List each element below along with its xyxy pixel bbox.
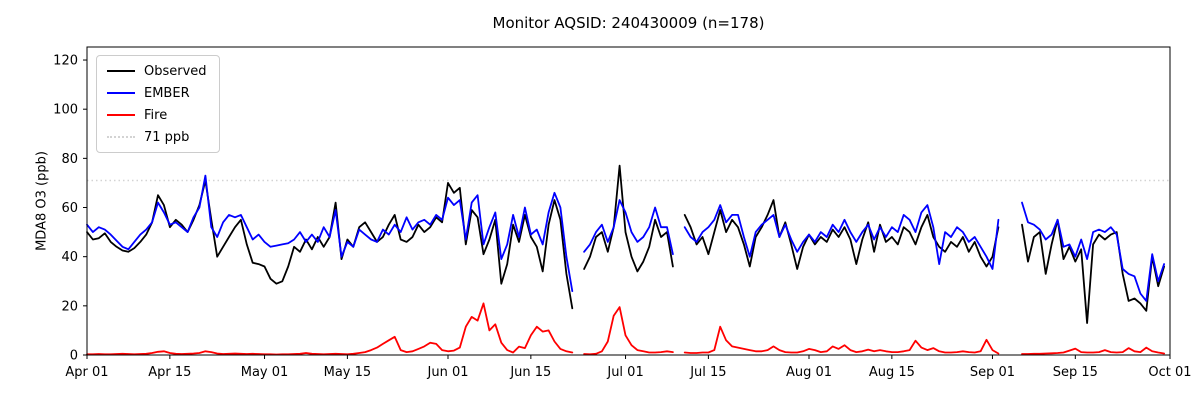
x-tick-label: Jun 15 <box>509 365 551 380</box>
x-tick-label: Jun 01 <box>427 365 469 380</box>
y-tick-label: 40 <box>61 250 78 265</box>
legend-line-sample <box>107 70 135 72</box>
y-tick-label: 0 <box>70 349 78 364</box>
x-tick-label: Aug 01 <box>786 365 832 380</box>
legend: Observed EMBER Fire 71 ppb <box>96 55 220 153</box>
legend-item-71-ppb: 71 ppb <box>107 129 207 145</box>
x-tick-label: Jul 15 <box>689 365 726 380</box>
x-tick-label: Sep 01 <box>970 365 1015 380</box>
series-line-fire <box>86 302 1165 356</box>
y-tick-label: 60 <box>61 201 78 216</box>
y-tick-label: 120 <box>53 54 78 69</box>
series-line-ember <box>86 174 1165 302</box>
x-tick-label: Oct 01 <box>1148 365 1191 380</box>
x-tick-label: Jul 01 <box>606 365 643 380</box>
legend-item-ember: EMBER <box>107 85 207 101</box>
x-tick-label: Aug 15 <box>869 365 915 380</box>
chart-title: Monitor AQSID: 240430009 (n=178) <box>492 14 765 32</box>
legend-item-observed: Observed <box>107 63 207 79</box>
series-line-observed <box>86 164 1165 324</box>
legend-item-fire: Fire <box>107 107 207 123</box>
x-tick-label: Apr 01 <box>65 365 108 380</box>
x-tick-label: May 01 <box>241 365 289 380</box>
legend-label: Observed <box>144 63 207 79</box>
x-tick-label: May 15 <box>324 365 372 380</box>
legend-label: Fire <box>144 107 168 123</box>
x-tick-label: Apr 15 <box>148 365 191 380</box>
plot-border <box>86 46 1171 356</box>
legend-line-sample <box>107 114 135 116</box>
legend-line-sample <box>107 92 135 94</box>
legend-line-sample <box>107 136 135 138</box>
y-tick-label: 100 <box>53 103 78 118</box>
legend-label: 71 ppb <box>144 129 190 145</box>
x-tick-label: Sep 15 <box>1053 365 1098 380</box>
y-tick-label: 20 <box>61 299 78 314</box>
legend-label: EMBER <box>144 85 190 101</box>
y-tick-label: 80 <box>61 152 78 167</box>
